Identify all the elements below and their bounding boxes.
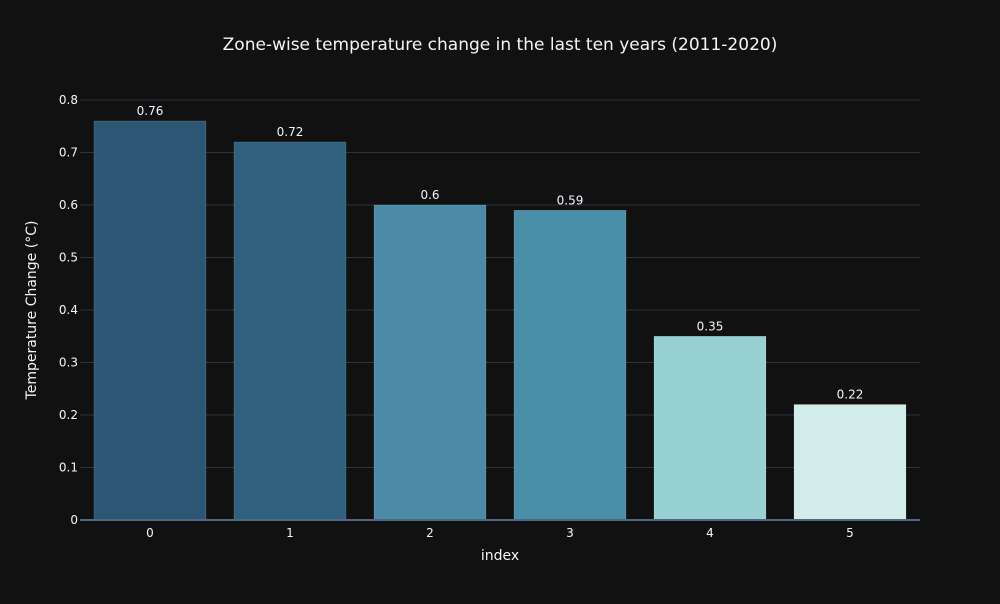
bar bbox=[653, 336, 767, 521]
y-axis-ticks: 0 0.1 0.2 0.3 0.4 0.5 0.6 0.7 0.8 bbox=[59, 93, 78, 527]
y-tick-label: 0 bbox=[70, 513, 78, 527]
x-tick-label: 1 bbox=[286, 526, 294, 540]
grid-lines bbox=[80, 99, 920, 468]
x-tick-label: 4 bbox=[706, 526, 714, 540]
y-tick-label: 0.8 bbox=[59, 93, 78, 107]
x-tick-label: 3 bbox=[566, 526, 574, 540]
bar bbox=[93, 120, 207, 521]
bar bbox=[793, 404, 907, 521]
chart-title: Zone-wise temperature change in the last… bbox=[223, 35, 778, 55]
y-tick-label: 0.1 bbox=[59, 461, 78, 475]
bar bbox=[513, 210, 627, 521]
y-tick-label: 0.7 bbox=[59, 146, 78, 160]
y-tick-label: 0.6 bbox=[59, 198, 78, 212]
bar-value-label: 0.59 bbox=[557, 193, 584, 207]
x-tick-label: 0 bbox=[146, 526, 154, 540]
bar bbox=[233, 141, 347, 521]
bar bbox=[373, 204, 487, 521]
x-tick-label: 2 bbox=[426, 526, 434, 540]
y-tick-label: 0.2 bbox=[59, 408, 78, 422]
y-axis-label: Temperature Change (°C) bbox=[24, 221, 40, 401]
x-axis-ticks: 0 1 2 3 4 5 bbox=[146, 526, 854, 540]
bars bbox=[93, 120, 907, 521]
bar-value-label: 0.6 bbox=[420, 188, 439, 202]
bar-value-label: 0.72 bbox=[277, 125, 304, 139]
bar-value-label: 0.22 bbox=[837, 388, 864, 402]
x-tick-label: 5 bbox=[846, 526, 854, 540]
y-tick-label: 0.4 bbox=[59, 303, 78, 317]
bar-value-label: 0.35 bbox=[697, 319, 724, 333]
y-tick-label: 0.5 bbox=[59, 251, 78, 265]
data-labels: 0.76 0.72 0.6 0.59 0.35 0.22 bbox=[137, 104, 864, 402]
x-axis-label: index bbox=[481, 548, 519, 564]
y-tick-label: 0.3 bbox=[59, 356, 78, 370]
bar-value-label: 0.76 bbox=[137, 104, 164, 118]
